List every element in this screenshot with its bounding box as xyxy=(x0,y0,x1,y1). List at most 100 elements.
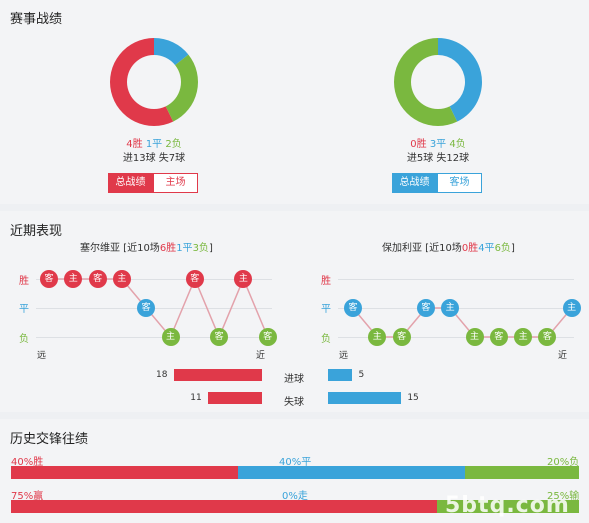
h2h-win-label: 40%胜 xyxy=(11,457,44,468)
form-result-draw[interactable]: 客 xyxy=(344,299,362,317)
home-stat-value: 18 xyxy=(156,370,168,380)
draw-count: 4平 xyxy=(478,243,495,254)
section-title: 近期表现 xyxy=(10,224,63,239)
team-name: 塞尔维亚 xyxy=(80,243,120,254)
draw-count: 1平 xyxy=(176,243,193,254)
draw-slice xyxy=(154,38,189,66)
h2h-loss-label: 20%负 xyxy=(547,457,580,468)
away-filter-buttons: 总战绩 客场 xyxy=(392,173,482,193)
goals-summary: 进13球 失7球 xyxy=(122,153,186,164)
loss-slice xyxy=(165,54,199,122)
goals-summary: 进5球 失12球 xyxy=(406,153,470,164)
loss-slice xyxy=(394,38,458,126)
near-label: 近 xyxy=(558,351,568,361)
form-result-loss[interactable]: 客 xyxy=(210,328,229,346)
gridline xyxy=(338,279,574,280)
range-label: [近10场 xyxy=(422,243,462,254)
form-result-win[interactable]: 客 xyxy=(40,270,58,288)
form-result-loss[interactable]: 客 xyxy=(392,328,411,346)
home-record-summary: 4胜 1平 2负 进13球 失7球 xyxy=(84,138,224,166)
home-form-header: 塞尔维亚 [近10场6胜1平3负] xyxy=(80,239,213,254)
loss-segment xyxy=(437,500,579,513)
form-result-win[interactable]: 客 xyxy=(88,270,107,288)
win-count: 4胜 xyxy=(126,139,143,150)
form-result-loss[interactable]: 主 xyxy=(514,328,533,346)
form-line xyxy=(352,307,573,338)
form-result-loss[interactable]: 客 xyxy=(489,328,508,346)
form-result-loss[interactable]: 客 xyxy=(258,328,277,346)
h2h-handicap-bar xyxy=(11,500,579,513)
form-result-draw[interactable]: 主 xyxy=(441,299,460,317)
far-label: 远 xyxy=(37,351,47,361)
form-result-draw[interactable]: 主 xyxy=(562,299,581,317)
y-label-loss: 负 xyxy=(321,334,331,345)
away-conceded-bar xyxy=(328,392,402,404)
away-form-header: 保加利亚 [近10场0胜4平6负] xyxy=(382,239,515,254)
section-title: 赛事战绩 xyxy=(10,12,63,27)
loss-count: 2负 xyxy=(165,139,182,150)
form-result-loss[interactable]: 主 xyxy=(161,328,180,346)
watermark: 5btq.com xyxy=(445,493,570,518)
loss-count: 6负 xyxy=(494,243,511,254)
match-record-panel: 赛事战绩 4胜 1平 2负 进13球 失7球 总战绩 主场 0胜 3平 4负 进… xyxy=(0,0,589,204)
total-record-button[interactable]: 总战绩 xyxy=(108,173,153,193)
win-segment xyxy=(11,500,437,513)
home-record-donut xyxy=(110,38,199,126)
draw-segment xyxy=(238,466,466,479)
form-result-draw[interactable]: 客 xyxy=(416,299,435,317)
y-label-draw: 平 xyxy=(19,304,29,315)
form-result-win[interactable]: 主 xyxy=(112,270,131,288)
h2h-handicap-push-label: 0%走 xyxy=(282,491,308,502)
away-record-donut xyxy=(394,38,482,126)
h2h-handicap-loss-label: 25%输 xyxy=(547,491,580,502)
y-label-draw: 平 xyxy=(321,304,331,315)
bracket: ] xyxy=(510,243,515,254)
bracket: ] xyxy=(208,243,213,254)
section-title: 历史交锋往绩 xyxy=(10,432,89,447)
form-result-win[interactable]: 主 xyxy=(64,270,83,288)
gridline xyxy=(338,337,574,338)
loss-count: 4负 xyxy=(449,139,466,150)
head-to-head-panel: 历史交锋往绩 40%胜 40%平 20%负 75%赢 0%走 25%输 xyxy=(0,419,589,523)
recent-form-panel: 近期表现 塞尔维亚 [近10场6胜1平3负] 保加利亚 [近10场0胜4平6负]… xyxy=(0,211,589,412)
far-label: 远 xyxy=(339,351,349,361)
form-result-loss[interactable]: 客 xyxy=(538,328,557,346)
form-result-loss[interactable]: 主 xyxy=(465,328,484,346)
form-lines xyxy=(49,277,573,339)
gridline xyxy=(36,337,272,338)
away-stat-value: 15 xyxy=(407,393,419,403)
away-venue-button[interactable]: 客场 xyxy=(437,173,482,193)
home-stat-value: 11 xyxy=(190,393,202,403)
home-venue-button[interactable]: 主场 xyxy=(153,173,198,193)
win-count: 6胜 xyxy=(159,243,177,254)
form-result-win[interactable]: 客 xyxy=(185,270,204,288)
loss-segment xyxy=(465,466,579,479)
draw-count: 1平 xyxy=(145,139,163,150)
stat-label: 失球 xyxy=(284,397,304,408)
win-slice xyxy=(110,38,174,126)
away-stat-value: 5 xyxy=(358,370,365,380)
home-scored-bar xyxy=(174,369,262,381)
win-count: 0胜 xyxy=(461,243,479,254)
form-result-loss[interactable]: 主 xyxy=(368,328,387,346)
total-record-button[interactable]: 总战绩 xyxy=(392,173,437,193)
draw-count: 3平 xyxy=(429,139,447,150)
near-label: 近 xyxy=(256,351,266,361)
away-record-summary: 0胜 3平 4负 进5球 失12球 xyxy=(368,138,508,166)
win-count: 0胜 xyxy=(410,139,427,150)
stat-label: 进球 xyxy=(284,374,304,385)
range-label: [近10场 xyxy=(120,243,160,254)
form-result-draw[interactable]: 客 xyxy=(137,299,156,317)
away-scored-bar xyxy=(328,369,353,381)
form-result-win[interactable]: 主 xyxy=(234,270,253,288)
h2h-draw-label: 40%平 xyxy=(279,457,312,468)
win-segment xyxy=(11,466,239,479)
draw-slice xyxy=(438,38,482,122)
h2h-result-bar xyxy=(11,466,579,479)
y-label-win: 胜 xyxy=(19,276,29,287)
form-line xyxy=(49,277,269,339)
home-conceded-bar xyxy=(208,392,262,404)
loss-count: 3负 xyxy=(192,243,209,254)
team-name: 保加利亚 xyxy=(382,243,422,254)
home-filter-buttons: 总战绩 主场 xyxy=(108,173,198,193)
